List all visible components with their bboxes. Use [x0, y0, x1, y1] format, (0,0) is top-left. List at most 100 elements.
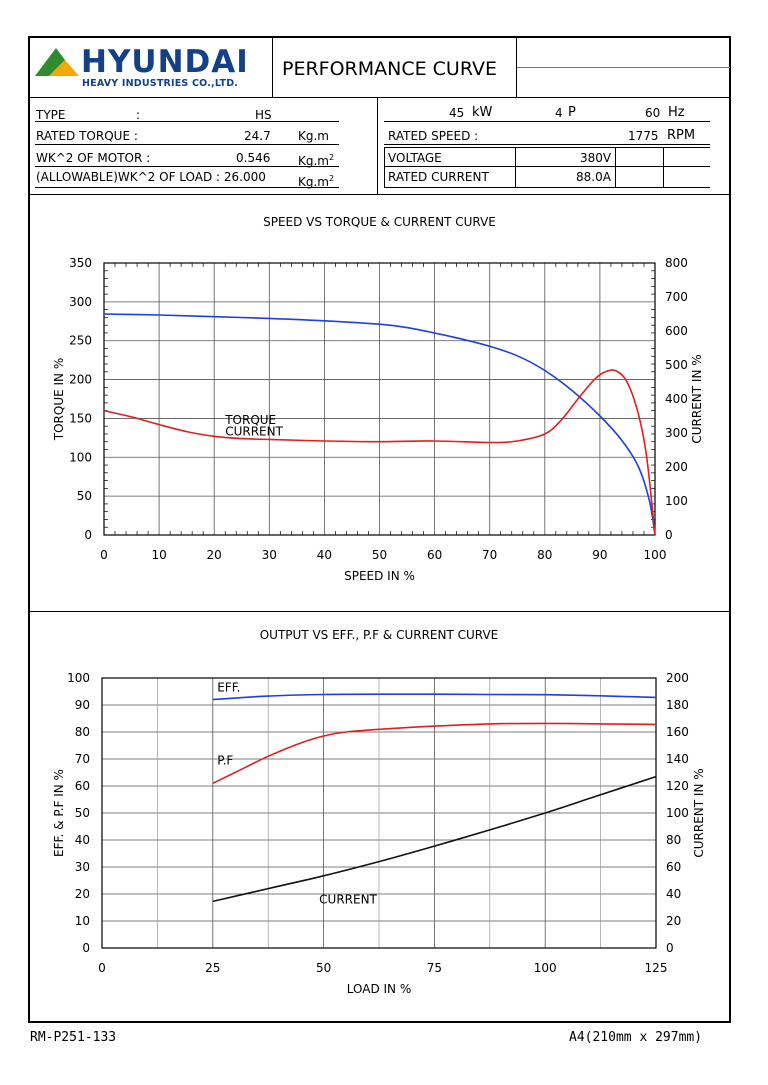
y2-tick-label: 180	[666, 698, 689, 712]
plot-area-frame	[103, 262, 656, 536]
series-line-current	[212, 775, 657, 903]
spec-type-sep: :	[136, 108, 141, 122]
x-tick-label: 10	[151, 548, 166, 562]
x-tick-label: 100	[534, 961, 557, 975]
header-bottom-rule	[29, 97, 730, 98]
output-eff-pf-current-chart: OUTPUT VS EFF., P.F & CURRENT CURVE 0 25 50…	[52, 628, 706, 996]
y2-tick-label: 120	[666, 779, 689, 793]
x-tick-label: 30	[262, 548, 277, 562]
spec-right-rule-1	[384, 121, 710, 122]
x-tick-label: 40	[317, 548, 332, 562]
hyundai-logo-triangle-icon	[35, 48, 79, 76]
y2-tick-label: 700	[665, 290, 688, 304]
spec-right-rule-2	[384, 144, 710, 145]
spec-rated-speed-label: RATED SPEED :	[388, 129, 479, 143]
spec-freq-value: 60	[645, 106, 661, 120]
y2-axis-label: CURRENT IN %	[690, 354, 704, 443]
page-title: PERFORMANCE CURVE	[282, 58, 498, 80]
spec-right-rule-3	[384, 166, 710, 167]
y-tick-label: 70	[75, 752, 90, 766]
y2-tick-label: 600	[665, 324, 688, 338]
y2-tick-label: 300	[665, 426, 688, 440]
document-number: RM-P251-133	[30, 1030, 117, 1045]
y2-tick-label: 40	[666, 887, 681, 901]
series-line-p-f	[212, 722, 657, 785]
y-tick-label: 150	[69, 411, 92, 425]
sheet-frame	[28, 36, 731, 1023]
spec-rated-torque-label: RATED TORQUE :	[36, 129, 138, 143]
y-tick-label: 40	[75, 833, 90, 847]
spec-left-rule-4	[35, 187, 339, 188]
x-tick-label: 100	[644, 548, 667, 562]
y-tick-label: 10	[75, 914, 90, 928]
spec-divider	[377, 98, 378, 194]
spec-rated-current-label: RATED CURRENT	[388, 170, 489, 184]
spec-rated-torque-unit: Kg.m	[298, 129, 329, 143]
spec-type-value: HS	[255, 108, 272, 122]
spec-wk2-load-unit: Kg.m2	[298, 174, 335, 189]
y-tick-label: 200	[69, 373, 92, 387]
y-tick-label: 250	[69, 334, 92, 348]
header-divider-1	[272, 37, 273, 97]
x-tick-label: 25	[205, 961, 220, 975]
series-label-torque: TORQUE	[224, 413, 276, 427]
spec-wk2-motor-value: 0.546	[236, 151, 271, 165]
y2-tick-label: 800	[665, 256, 688, 270]
y-tick-label: 100	[69, 450, 92, 464]
logo-subtitle: HEAVY INDUSTRIES CO.,LTD.	[82, 78, 239, 89]
x-tick-label: 50	[372, 548, 387, 562]
y-tick-label: 350	[69, 256, 92, 270]
y2-tick-label: 0	[666, 941, 674, 955]
spec-type-label: TYPE	[36, 108, 66, 122]
chart-title: OUTPUT VS EFF., P.F & CURRENT CURVE	[260, 628, 499, 642]
x-tick-label: 90	[592, 548, 607, 562]
y2-tick-label: 100	[665, 494, 688, 508]
x-tick-label: 0	[100, 548, 108, 562]
y2-tick-label: 60	[666, 860, 681, 874]
spec-right-rule-2b	[384, 147, 710, 148]
series-label-current: CURRENT	[225, 425, 283, 439]
spec-right-col-1	[384, 147, 385, 187]
spec-right-rule-4	[384, 187, 710, 188]
plot-area-frame	[101, 677, 657, 949]
y2-tick-label: 20	[666, 914, 681, 928]
y2-tick-label: 80	[666, 833, 681, 847]
series-label-eff: EFF.	[217, 681, 240, 695]
y-tick-label: 0	[82, 941, 90, 955]
spec-right-col-3	[615, 147, 616, 187]
spec-left-rule-1	[35, 121, 339, 122]
series-line-torque	[103, 369, 656, 536]
y-tick-label: 100	[67, 671, 90, 685]
y2-tick-label: 100	[666, 806, 689, 820]
y-tick-label: 80	[75, 725, 90, 739]
y-tick-label: 0	[84, 528, 92, 542]
x-axis-label: SPEED IN %	[344, 569, 415, 583]
y-tick-label: 300	[69, 295, 92, 309]
spec-voltage-label: VOLTAGE	[388, 151, 442, 165]
x-tick-label: 50	[316, 961, 331, 975]
y-tick-label: 50	[75, 806, 90, 820]
y-tick-label: 50	[77, 489, 92, 503]
x-tick-label: 20	[207, 548, 222, 562]
spec-rated-current-value: 88.0A	[576, 170, 611, 184]
chart-title: SPEED VS TORQUE & CURRENT CURVE	[263, 215, 496, 229]
header-right-rule	[517, 67, 730, 68]
y2-tick-label: 140	[666, 752, 689, 766]
spec-power-value: 45	[449, 106, 465, 120]
spec-poles-unit: P	[568, 105, 576, 120]
paper-size: A4(210mm x 297mm)	[569, 1030, 703, 1045]
y-axis-label: TORQUE IN %	[52, 358, 66, 441]
spec-right-col-4	[663, 147, 664, 187]
y2-tick-label: 200	[665, 460, 688, 474]
speed-torque-current-chart: SPEED VS TORQUE & CURRENT CURVE 0 10 20 30 40…	[52, 215, 704, 583]
spec-rated-speed-unit: RPM	[667, 128, 696, 143]
x-tick-label: 75	[427, 961, 442, 975]
y-axis-label: EFF. & P.F IN %	[52, 769, 66, 857]
y-tick-label: 90	[75, 698, 90, 712]
series-line-eff	[212, 693, 657, 701]
x-axis-label: LOAD IN %	[347, 982, 412, 996]
x-tick-label: 125	[645, 961, 668, 975]
spec-wk2-motor-label: WK^2 OF MOTOR :	[36, 151, 151, 165]
logo-word: HYUNDAI	[81, 44, 249, 80]
x-tick-label: 0	[98, 961, 106, 975]
